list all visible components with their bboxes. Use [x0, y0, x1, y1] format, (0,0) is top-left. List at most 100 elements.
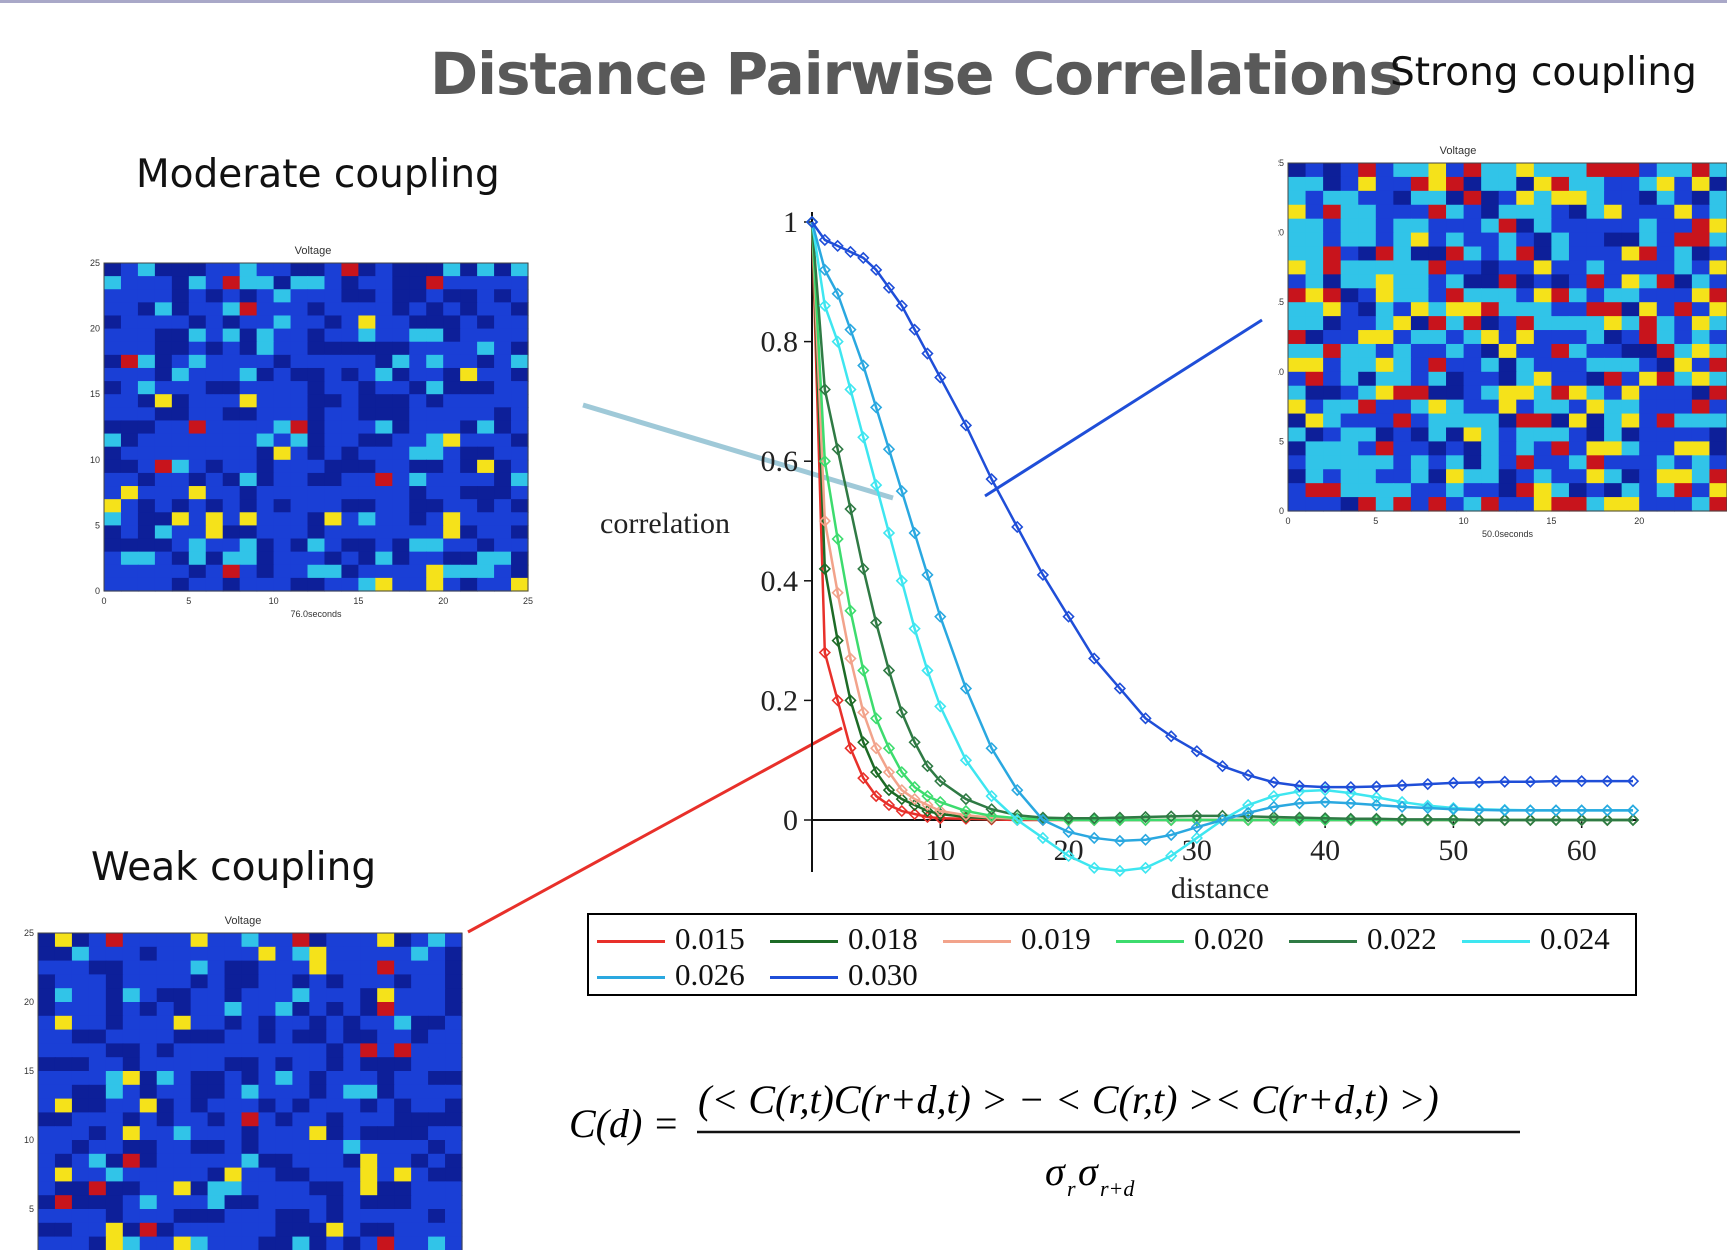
heatmap-cell — [156, 1195, 175, 1210]
heatmap-cell — [38, 1043, 56, 1058]
heatmap-cell — [239, 367, 258, 382]
heatmap-cell — [241, 1112, 260, 1127]
data-point — [908, 807, 921, 821]
heatmap-cell — [343, 1236, 361, 1250]
heatmap-cell — [171, 512, 190, 526]
heatmap-cell — [1340, 190, 1359, 206]
heatmap-cell — [375, 394, 393, 408]
heatmap-cell — [137, 459, 156, 474]
heatmap-cell — [1674, 232, 1693, 248]
correlation-formula: C(d) = (< C(r,t)C(r+d,t) > − < C(r,t) ><… — [565, 1070, 1545, 1225]
heatmap-cell — [494, 381, 512, 395]
heatmap-cell — [105, 1126, 124, 1141]
heatmap-cell — [292, 946, 310, 962]
heatmap-cell — [275, 946, 293, 962]
heatmap-cell — [71, 1167, 90, 1182]
heatmap-cell — [1340, 316, 1359, 331]
heatmap-cell — [1446, 441, 1465, 456]
heatmap-cell — [1481, 302, 1500, 317]
heatmap-cell — [443, 289, 461, 303]
data-point — [1370, 780, 1383, 793]
heatmap-cell — [409, 446, 427, 461]
chart-axes — [804, 212, 1637, 872]
heatmap-cell — [222, 420, 241, 435]
heatmap-cell — [1288, 274, 1307, 289]
heatmap-cell — [258, 988, 277, 1003]
heatmap-cell — [1393, 427, 1412, 442]
heatmap-cell — [326, 1029, 344, 1044]
heatmap-cell — [139, 1209, 158, 1224]
heatmap-cell — [1358, 330, 1377, 345]
heatmap-ytick: 5 — [29, 1204, 34, 1214]
heatmap-cell — [54, 1236, 73, 1250]
formula-svg: C(d) = (< C(r,t)C(r+d,t) > − < C(r,t) ><… — [569, 1077, 1520, 1201]
heatmap-cell — [137, 577, 156, 592]
heatmap-cell — [341, 302, 359, 317]
data-point — [1626, 774, 1640, 788]
data-point — [1293, 779, 1306, 793]
heatmap-cell — [71, 1181, 90, 1196]
data-point — [1216, 813, 1229, 827]
heatmap-cell — [188, 354, 207, 369]
heatmap-cell — [1516, 483, 1535, 498]
heatmap-cell — [343, 1112, 361, 1127]
heatmap-cell — [375, 538, 393, 553]
data-point — [959, 754, 973, 767]
series-0.020 — [805, 215, 1640, 827]
heatmap-cell — [1463, 469, 1482, 484]
heatmap-cell — [120, 486, 139, 500]
heatmap-cell — [1428, 302, 1447, 317]
heatmap-cell — [104, 525, 122, 540]
heatmap-cell — [1393, 260, 1412, 275]
heatmap-cell — [411, 1002, 429, 1017]
heatmap-cell — [188, 564, 207, 579]
heatmap-cell — [443, 394, 461, 408]
heatmap-cell — [1481, 204, 1500, 220]
heatmap-cell — [443, 276, 461, 290]
heatmap-cell — [154, 564, 173, 579]
data-point — [1011, 813, 1024, 827]
heatmap-cell — [241, 1153, 260, 1169]
heatmap-cell — [54, 960, 73, 975]
heatmap-cell — [377, 1222, 395, 1238]
heatmap-cell — [1323, 371, 1342, 387]
heatmap-cell — [256, 446, 275, 461]
heatmap-cell — [1375, 413, 1394, 429]
heatmap-cell — [105, 988, 124, 1003]
heatmap-cell — [1340, 469, 1359, 484]
heatmap-cell — [1516, 232, 1535, 248]
heatmap-cell — [494, 551, 512, 566]
heatmap-cell — [1691, 260, 1711, 275]
heatmap-cell — [307, 341, 326, 356]
heatmap-cell — [1639, 246, 1658, 262]
heatmap-cell — [326, 1181, 344, 1196]
heatmap-cell — [88, 1209, 107, 1224]
formula-sigma-r: σ — [1045, 1149, 1066, 1194]
heatmap-cell — [443, 354, 461, 369]
heatmap-cell — [343, 1015, 361, 1031]
heatmap-cell — [494, 459, 512, 474]
heatmap-cell — [105, 1015, 124, 1031]
heatmap-cell — [343, 1181, 361, 1196]
heatmap-cell — [1428, 483, 1447, 498]
heatmap-cell — [120, 289, 139, 303]
heatmap-cell — [224, 1002, 243, 1017]
heatmap-cell — [224, 946, 243, 962]
heatmap-cell — [222, 341, 241, 356]
data-point — [908, 526, 921, 540]
heatmap-cell — [188, 538, 207, 553]
heatmap-cell — [1305, 427, 1324, 442]
heatmap-cell — [1463, 455, 1482, 470]
heatmap-cell — [292, 1098, 310, 1113]
heatmap-cell — [375, 315, 393, 330]
data-point — [934, 795, 947, 809]
heatmap-cell — [1498, 399, 1517, 415]
heatmap-cell — [409, 367, 427, 382]
heatmap-cell — [104, 289, 122, 303]
heatmap-cell — [428, 974, 446, 989]
heatmap-cell — [1358, 246, 1377, 262]
heatmap-cell — [375, 512, 393, 526]
heatmap-cell — [1586, 385, 1605, 401]
heatmap-cell — [1639, 483, 1658, 498]
heatmap-cell — [1358, 497, 1377, 512]
